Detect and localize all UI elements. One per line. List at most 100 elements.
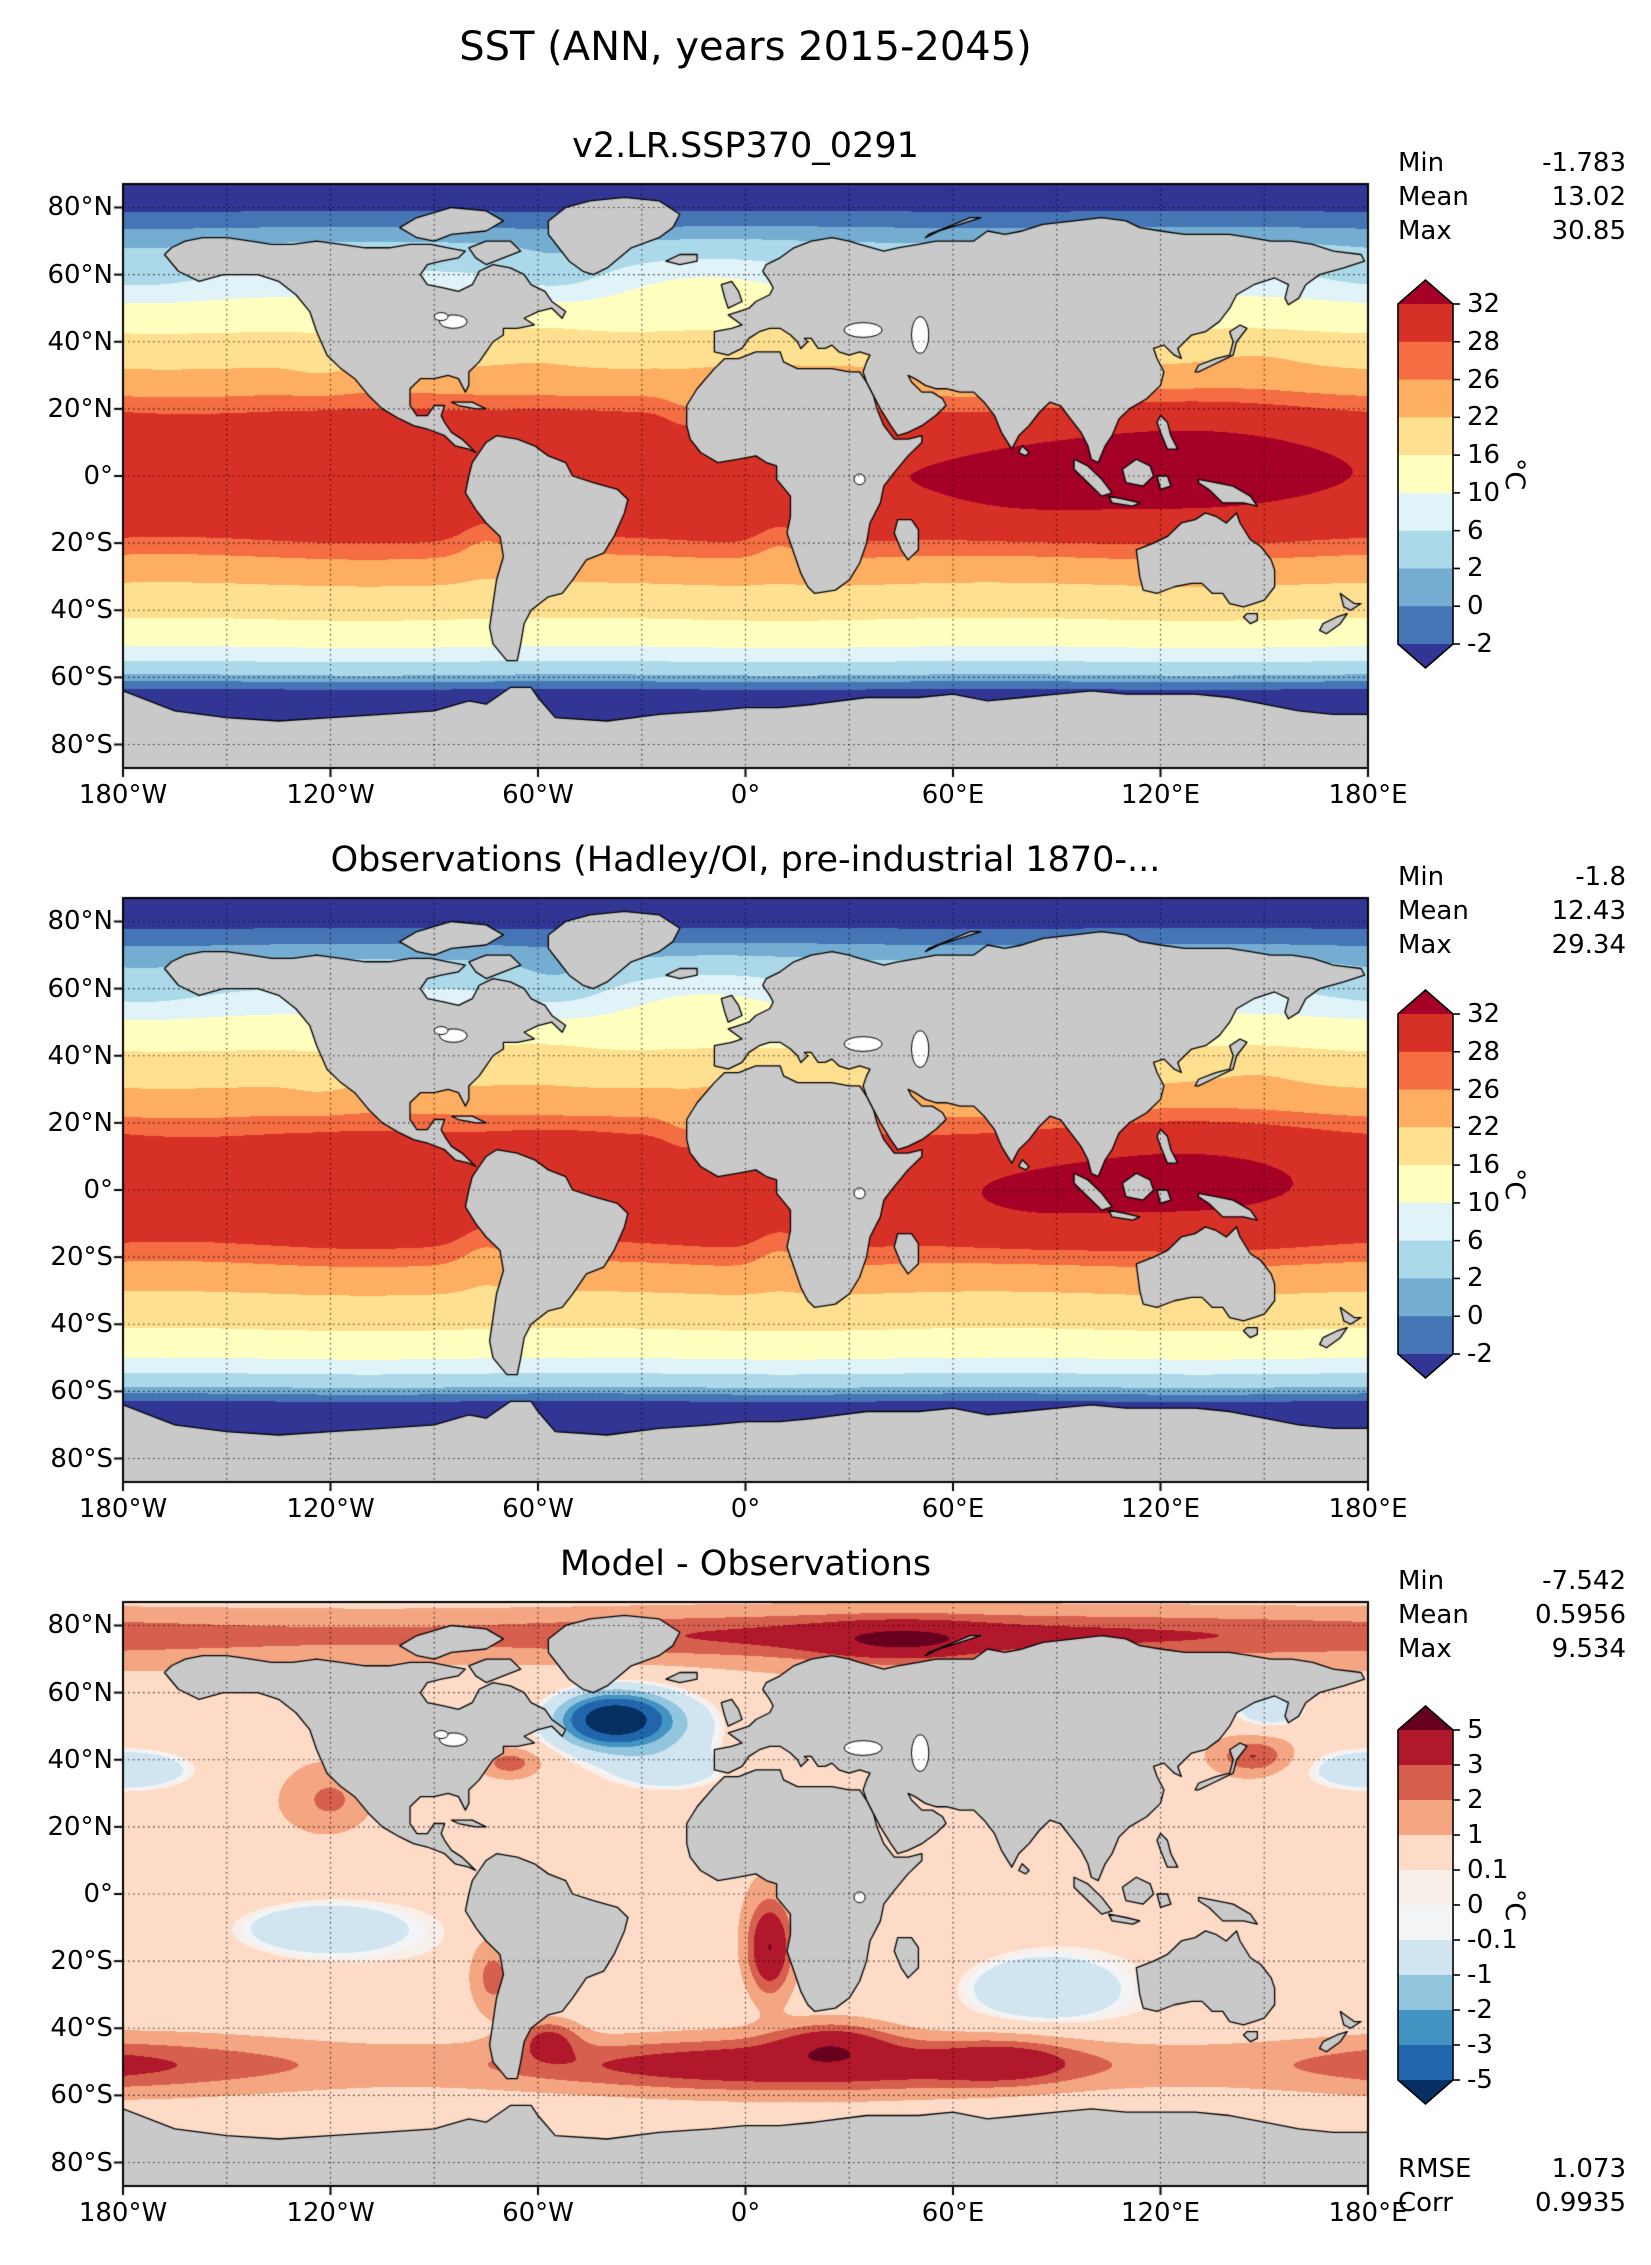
colorbar-sst_diff [1397,1704,1460,2106]
lon-tick-label: 60°W [502,1494,574,1524]
colorbar-tick-label: 6 [1467,1225,1484,1256]
lon-tick-label: 0° [730,780,761,810]
colorbar-tick-label: 28 [1467,1036,1501,1067]
map-canvas-sst_diff [109,1588,1382,2200]
lat-tick-label: 60°S [50,2080,113,2111]
lat-tick-label: 80°S [50,2147,113,2178]
lon-tick-label: 120°W [286,780,375,810]
stat-label: Min [1398,148,1445,178]
lon-tick-label: 0° [730,2198,761,2228]
lon-tick-label: 180°E [1328,1494,1408,1524]
lon-tick-label: 120°E [1120,2198,1201,2228]
colorbar-tick-label: 0 [1467,1890,1484,1920]
stat-label: Min [1398,1566,1445,1596]
colorbar-tick-label: 3 [1467,1750,1484,1780]
stat-label: Min [1398,862,1445,892]
lon-tick-label: 180°E [1328,780,1408,810]
colorbar-tick-label: 22 [1467,1112,1501,1143]
colorbar-tick-label: -2 [1467,1995,1493,2025]
stat-label: Mean [1398,1600,1469,1630]
stat-label: Max [1398,1634,1452,1664]
lon-tick-label: 60°W [502,2198,574,2228]
lon-tick-label: 120°W [286,1494,375,1524]
lon-tick-label: 60°E [921,2198,985,2228]
lat-tick-label: 80°S [50,1443,113,1474]
colorbar-sst_model [1397,278,1460,670]
stats-model: Min -1.783 Mean 13.02 Max 30.85 [1398,146,1626,248]
stat-label: RMSE [1398,2154,1472,2184]
panel-title-diff: Model - Observations [559,1544,932,1584]
lon-tick-label: 180°W [78,780,168,810]
panel-title-obs: Observations (Hadley/OI, pre-industrial … [330,840,1161,880]
stat-row: Corr 0.9935 [1398,2186,1626,2220]
lat-tick-label: 60°S [50,662,113,693]
lat-tick-label: 0° [83,461,113,491]
stat-label: Corr [1398,2188,1453,2218]
lat-tick-label: 40°N [47,1744,113,1775]
stat-value: 1.073 [1551,2154,1626,2184]
lat-tick-label: 40°S [50,1309,113,1340]
lat-tick-label: 60°N [47,973,113,1004]
lat-tick-label: 60°N [47,1677,113,1708]
stats-diff-extra: RMSE 1.073 Corr 0.9935 [1398,2152,1626,2220]
stat-value: 0.9935 [1535,2188,1626,2218]
lat-tick-label: 80°N [47,192,113,223]
lat-tick-label: 20°N [47,1107,113,1138]
stat-row: Max 29.34 [1398,928,1626,962]
lon-tick-label: 60°E [921,1494,985,1524]
lat-tick-label: 20°S [50,1946,113,1977]
colorbar-tick-label: 0 [1467,1301,1484,1332]
figure-title: SST (ANN, years 2015-2045) [459,24,1032,70]
colorbar-sst_obs [1397,988,1460,1380]
stat-value: 13.02 [1551,182,1626,212]
colorbar-tick-label: 10 [1467,1187,1501,1218]
colorbar-tick-label: 2 [1467,1785,1484,1815]
lon-tick-label: 120°E [1120,1494,1201,1524]
lat-tick-label: 40°N [47,1040,113,1071]
colorbar-tick-label: 6 [1467,515,1484,546]
colorbar-tick-label: 22 [1467,402,1501,433]
stat-value: -7.542 [1542,1566,1626,1596]
stat-label: Mean [1398,896,1469,926]
stat-row: Min -1.783 [1398,146,1626,180]
colorbar-tick-label: 26 [1467,1074,1501,1105]
colorbar-tick-label: 5 [1467,1715,1484,1745]
stat-row: RMSE 1.073 [1398,2152,1626,2186]
colorbar-tick-label: 16 [1467,440,1501,471]
lat-tick-label: 20°N [47,393,113,424]
colorbar-tick-label: 32 [1467,289,1501,319]
lat-tick-label: 0° [83,1175,113,1205]
lon-tick-label: 60°E [921,780,985,810]
stats-diff: Min -7.542 Mean 0.5956 Max 9.534 [1398,1564,1626,1666]
lon-tick-label: 180°W [78,1494,168,1524]
stat-row: Mean 12.43 [1398,894,1626,928]
colorbar-tick-label: 32 [1467,999,1501,1029]
lat-tick-label: 20°S [50,528,113,559]
colorbar-tick-label: -5 [1467,2065,1493,2095]
stat-label: Max [1398,216,1452,246]
lat-tick-label: 80°S [50,729,113,760]
colorbar-tick-label: 10 [1467,477,1501,508]
lat-tick-label: 80°N [47,1610,113,1641]
lat-tick-label: 40°N [47,326,113,357]
stat-value: 30.85 [1551,216,1626,246]
colorbar-tick-label: -1 [1467,1960,1493,1990]
lat-tick-label: 40°S [50,2013,113,2044]
stat-row: Mean 13.02 [1398,180,1626,214]
lat-tick-label: 60°N [47,259,113,290]
stat-value: 29.34 [1551,930,1626,960]
colorbar-tick-label: 0.1 [1467,1855,1509,1885]
stat-label: Max [1398,930,1452,960]
stat-label: Mean [1398,182,1469,212]
colorbar-tick-label: -3 [1467,2030,1493,2060]
stat-row: Mean 0.5956 [1398,1598,1626,1632]
colorbar-tick-label: 26 [1467,364,1501,395]
stats-obs: Min -1.8 Mean 12.43 Max 29.34 [1398,860,1626,962]
map-canvas-sst_obs [109,884,1382,1496]
lat-tick-label: 40°S [50,595,113,626]
colorbar-tick-label: 2 [1467,1263,1484,1294]
colorbar-tick-label: 16 [1467,1150,1501,1181]
lon-tick-label: 60°W [502,780,574,810]
lon-tick-label: 180°E [1328,2198,1408,2228]
